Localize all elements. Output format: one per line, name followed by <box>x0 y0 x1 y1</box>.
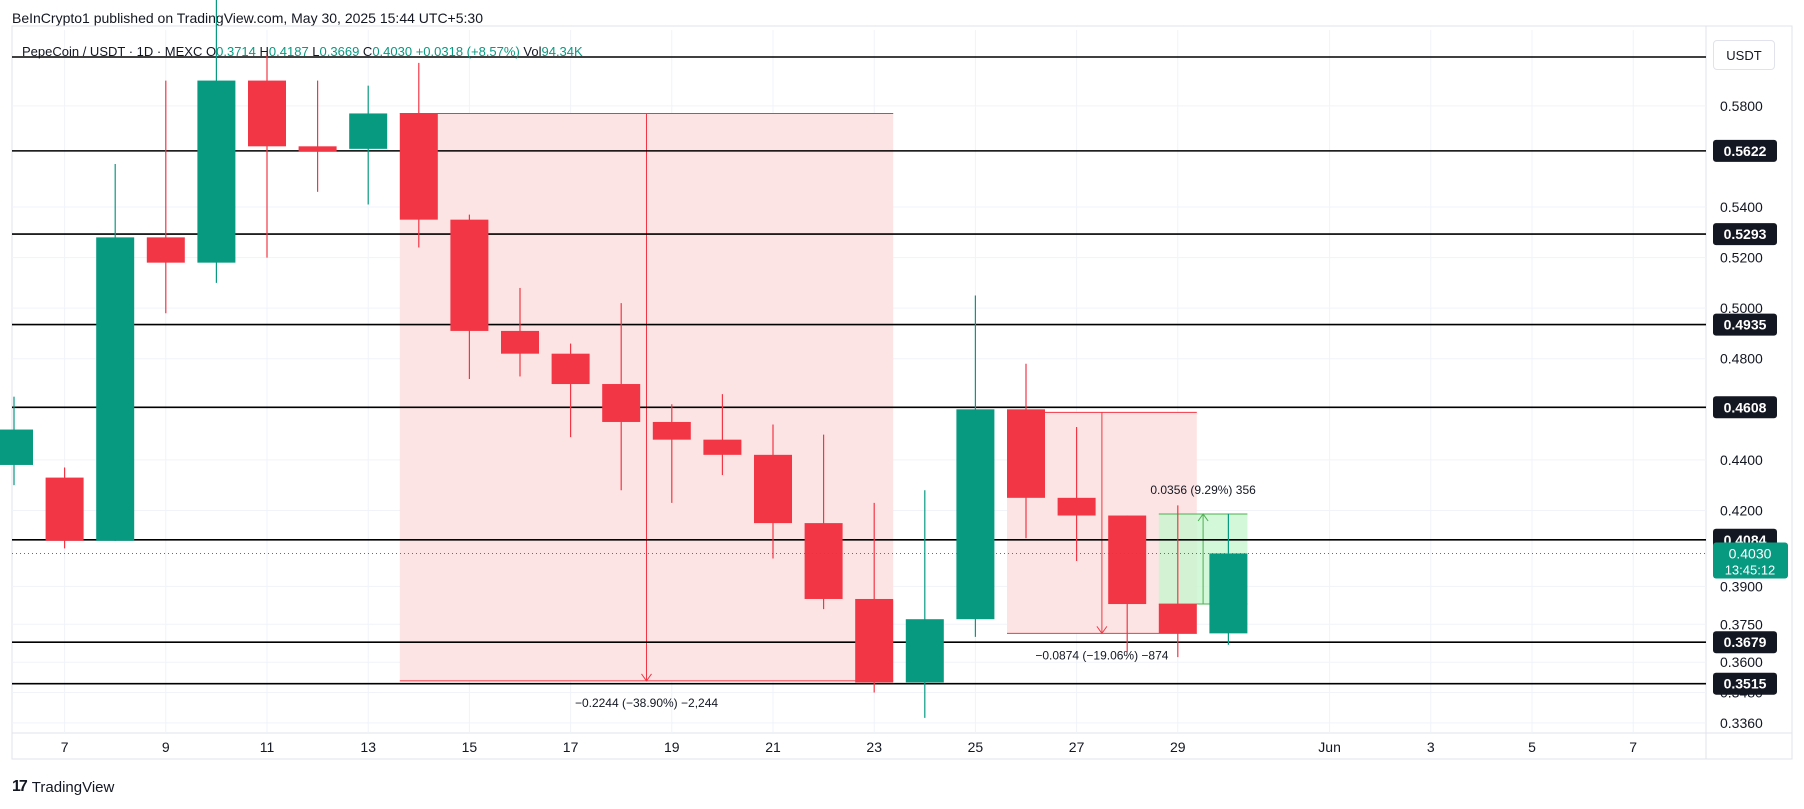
x-tick-label: 15 <box>462 739 478 755</box>
chart-frame <box>11 25 1793 760</box>
x-tick-label: 11 <box>260 739 275 755</box>
close-value: 0.4030 <box>372 44 413 59</box>
candle-body[interactable] <box>501 330 539 354</box>
candle-body[interactable] <box>1108 515 1147 605</box>
x-tick-label: 27 <box>1069 739 1085 755</box>
level-badge-label: 0.3679 <box>1724 634 1767 650</box>
candle-body[interactable] <box>1158 604 1197 634</box>
open-value: 0.3714 <box>216 44 256 59</box>
candle-body[interactable] <box>0 429 33 465</box>
candle-body[interactable] <box>298 146 337 152</box>
current-price-label: 0.4030 <box>1729 545 1772 561</box>
x-tick-label: 7 <box>61 739 69 755</box>
level-badge <box>1713 313 1777 336</box>
x-tick-label: 25 <box>968 739 984 755</box>
level-badge <box>1713 223 1777 246</box>
x-tick-label: 3 <box>1427 739 1435 755</box>
candle-body[interactable] <box>349 113 388 149</box>
level-badge <box>1713 672 1777 695</box>
range-arrow-head <box>1096 626 1108 635</box>
symbol-legend: PepeCoin / USDT · 1D · MEXC O0.3714 H0.4… <box>22 44 583 59</box>
y-tick-label: 0.5800 <box>1720 98 1763 114</box>
candle-body[interactable] <box>652 421 691 440</box>
y-tick-label: 0.3360 <box>1720 715 1763 731</box>
x-tick-label: 13 <box>360 739 376 755</box>
x-tick-label: 19 <box>664 739 680 755</box>
tradingview-brand: TradingView <box>31 778 115 796</box>
candle-body[interactable] <box>96 237 135 541</box>
publisher-line: BeInCrypto1 published on TradingView.com… <box>12 10 483 26</box>
y-tick-label: 0.5000 <box>1720 300 1763 316</box>
x-tick-label: 21 <box>765 739 781 755</box>
candle-body[interactable] <box>905 619 944 683</box>
current-price-badge <box>1713 542 1788 579</box>
candle-body[interactable] <box>45 477 84 541</box>
range-label-2: −0.0874 (−19.06%) −874 <box>1035 648 1168 662</box>
open-label: O <box>206 44 217 59</box>
range-arrow-head <box>641 673 652 682</box>
symbol-name[interactable]: PepeCoin / USDT · 1D · MEXC <box>22 44 203 59</box>
y-tick-label: 0.4800 <box>1720 351 1763 367</box>
low-label: L <box>312 44 320 59</box>
level-badge-label: 0.4608 <box>1724 399 1767 415</box>
x-tick-label: 7 <box>1629 739 1637 755</box>
candle-body[interactable] <box>602 384 641 422</box>
candle-body[interactable] <box>1057 497 1096 516</box>
volume-value: 94.34K <box>541 44 583 59</box>
x-tick-label: 17 <box>563 739 579 755</box>
high-label: H <box>259 44 269 59</box>
range-arrow-head <box>1197 513 1209 522</box>
candle-body[interactable] <box>399 113 438 220</box>
candle-body[interactable] <box>804 523 843 599</box>
candle-body[interactable] <box>855 598 894 683</box>
x-tick-label: 23 <box>866 739 882 755</box>
candle-countdown-label: 13:45:12 <box>1725 562 1776 577</box>
candle-body[interactable] <box>956 409 995 620</box>
candle-body[interactable] <box>1007 409 1045 498</box>
candle-body[interactable] <box>248 80 286 147</box>
y-tick-label: 0.3900 <box>1720 578 1763 594</box>
candle-body[interactable] <box>450 219 489 331</box>
x-tick-label: Jun <box>1318 739 1341 755</box>
candle-body[interactable] <box>197 80 236 263</box>
high-value: 0.4187 <box>268 44 309 59</box>
level-badge-label: 0.5293 <box>1724 226 1767 242</box>
y-tick-label: 0.3750 <box>1720 616 1763 632</box>
low-value: 0.3669 <box>319 44 360 59</box>
y-tick-label: 0.3600 <box>1720 654 1763 670</box>
y-tick-label: 0.4200 <box>1720 502 1763 518</box>
level-badge-label: 0.3515 <box>1724 676 1767 692</box>
level-badge-label: 0.5622 <box>1724 143 1767 159</box>
y-tick-label: 0.4400 <box>1720 452 1763 468</box>
candle-body[interactable] <box>754 454 792 524</box>
change-value: +0.0318 (+8.57%) <box>415 44 520 59</box>
x-tick-label: 5 <box>1528 739 1536 755</box>
candle-body[interactable] <box>551 353 590 385</box>
y-tick-label: 0.5400 <box>1720 199 1763 215</box>
currency-button[interactable]: USDT <box>1713 40 1775 70</box>
level-badge <box>1713 396 1777 419</box>
tradingview-logo[interactable]: 17 TradingView <box>12 778 114 796</box>
close-label: C <box>362 44 373 59</box>
candle-body[interactable] <box>146 237 185 263</box>
y-tick-label: 0.5200 <box>1720 250 1763 266</box>
candle-body[interactable] <box>1209 553 1248 634</box>
level-badge <box>1713 139 1777 162</box>
x-tick-label: 29 <box>1170 739 1186 755</box>
range-label-1: −0.2244 (−38.90%) −2,244 <box>575 696 718 710</box>
volume-label: Vol <box>523 44 542 59</box>
tradingview-mark-icon: 17 <box>12 778 28 795</box>
level-badge <box>1713 631 1777 654</box>
candle-body[interactable] <box>703 439 742 455</box>
level-badge-label: 0.4935 <box>1724 317 1767 333</box>
x-tick-label: 9 <box>162 739 170 755</box>
range-label-3: 0.0356 (9.29%) 356 <box>1150 483 1256 497</box>
